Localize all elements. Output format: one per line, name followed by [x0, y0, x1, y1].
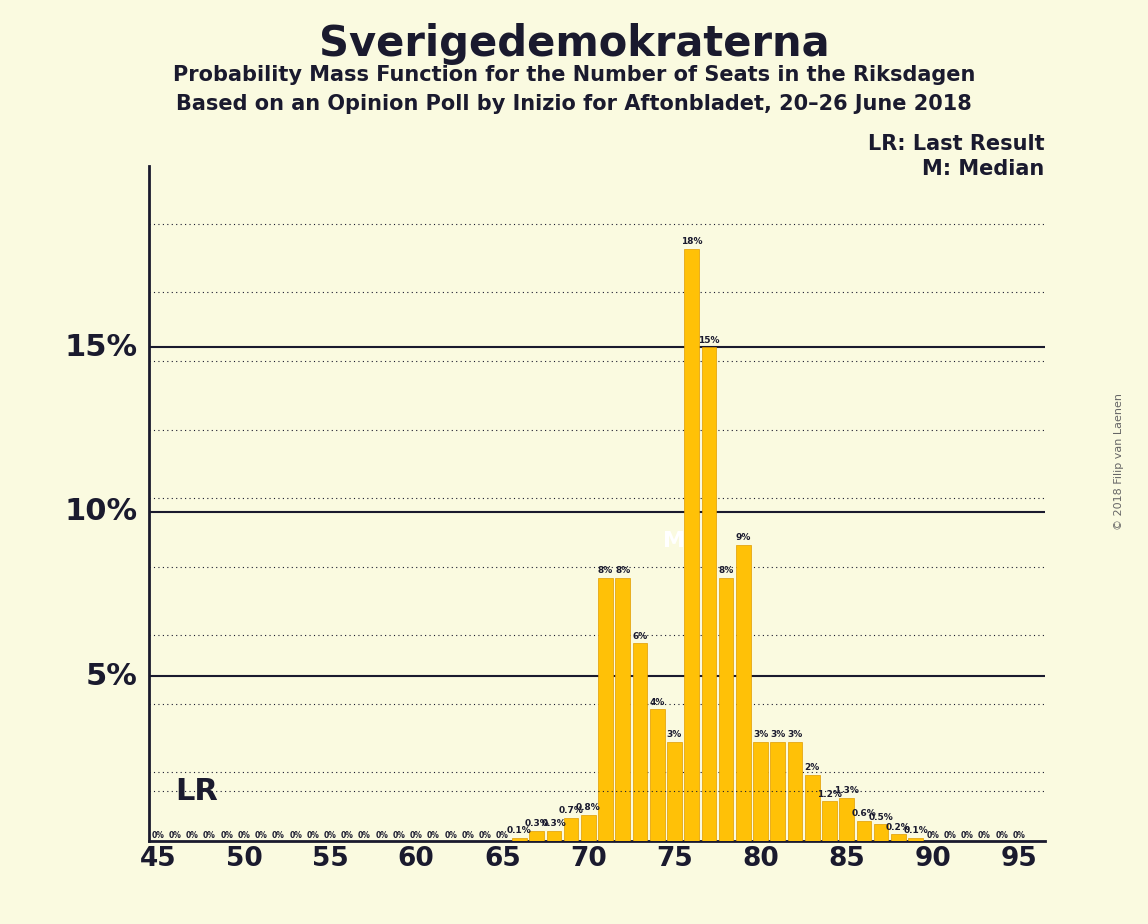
Text: 0%: 0% [410, 831, 422, 840]
Text: 0%: 0% [203, 831, 216, 840]
Text: 0.3%: 0.3% [525, 820, 549, 828]
Bar [736, 545, 751, 841]
Text: 5%: 5% [86, 662, 138, 691]
Text: 0%: 0% [324, 831, 336, 840]
Bar [908, 837, 923, 841]
Text: 0%: 0% [255, 831, 267, 840]
Bar [753, 742, 768, 841]
Text: 0%: 0% [1013, 831, 1025, 840]
Text: 0%: 0% [272, 831, 285, 840]
Text: 3%: 3% [788, 731, 802, 739]
Bar [581, 815, 596, 841]
Text: 0%: 0% [961, 831, 974, 840]
Text: 9%: 9% [736, 533, 751, 542]
Bar [805, 775, 820, 841]
Text: 15%: 15% [64, 333, 138, 362]
Text: 0%: 0% [978, 831, 991, 840]
Text: 0.3%: 0.3% [542, 820, 566, 828]
Text: 0%: 0% [375, 831, 388, 840]
Text: 3%: 3% [770, 731, 785, 739]
Text: 0%: 0% [152, 831, 164, 840]
Bar [598, 578, 613, 841]
Bar [650, 710, 665, 841]
Text: M: Median: M: Median [923, 159, 1045, 179]
Text: 18%: 18% [681, 237, 703, 246]
Text: 0.8%: 0.8% [576, 803, 600, 812]
Bar [529, 831, 544, 841]
Text: 8%: 8% [598, 566, 613, 575]
Text: Probability Mass Function for the Number of Seats in the Riksdagen: Probability Mass Function for the Number… [173, 65, 975, 85]
Text: LR: Last Result: LR: Last Result [868, 134, 1045, 154]
Text: LR: LR [176, 777, 218, 806]
Bar [839, 798, 854, 841]
Text: 0%: 0% [995, 831, 1008, 840]
Bar [719, 578, 734, 841]
Text: 0.5%: 0.5% [869, 813, 893, 821]
Bar [822, 801, 837, 841]
Bar [856, 821, 871, 841]
Text: 4%: 4% [650, 698, 665, 707]
Text: 0%: 0% [393, 831, 405, 840]
Text: 0%: 0% [220, 831, 233, 840]
Bar [874, 824, 889, 841]
Text: © 2018 Filip van Laenen: © 2018 Filip van Laenen [1115, 394, 1124, 530]
Bar [512, 837, 527, 841]
Text: 1.3%: 1.3% [835, 786, 859, 796]
Text: 0%: 0% [307, 831, 319, 840]
Text: Based on an Opinion Poll by Inizio for Aftonbladet, 20–26 June 2018: Based on an Opinion Poll by Inizio for A… [176, 94, 972, 115]
Text: 0%: 0% [358, 831, 371, 840]
Bar [891, 834, 906, 841]
Text: 10%: 10% [64, 497, 138, 527]
Text: 15%: 15% [698, 335, 720, 345]
Text: M: M [664, 531, 685, 552]
Text: 2%: 2% [805, 763, 820, 772]
Text: 1.2%: 1.2% [817, 790, 841, 798]
Text: 0%: 0% [169, 831, 181, 840]
Text: 0%: 0% [444, 831, 457, 840]
Bar [667, 742, 682, 841]
Text: 0%: 0% [944, 831, 956, 840]
Text: 0%: 0% [186, 831, 199, 840]
Bar [701, 347, 716, 841]
Bar [615, 578, 630, 841]
Text: 3%: 3% [753, 731, 768, 739]
Text: 0%: 0% [926, 831, 939, 840]
Text: Sverigedemokraterna: Sverigedemokraterna [319, 23, 829, 65]
Bar [546, 831, 561, 841]
Text: 6%: 6% [633, 632, 647, 640]
Bar [633, 643, 647, 841]
Text: 0.2%: 0.2% [886, 822, 910, 832]
Text: 0%: 0% [341, 831, 354, 840]
Bar [684, 249, 699, 841]
Text: 0.1%: 0.1% [507, 826, 532, 835]
Text: 3%: 3% [667, 731, 682, 739]
Text: 8%: 8% [615, 566, 630, 575]
Text: 0%: 0% [238, 831, 250, 840]
Text: 8%: 8% [719, 566, 734, 575]
Text: 0%: 0% [479, 831, 491, 840]
Bar [564, 818, 579, 841]
Bar [788, 742, 802, 841]
Text: 0%: 0% [461, 831, 474, 840]
Text: 0.1%: 0.1% [903, 826, 928, 835]
Text: 0%: 0% [289, 831, 302, 840]
Text: 0.7%: 0.7% [559, 806, 583, 815]
Bar [770, 742, 785, 841]
Text: 0%: 0% [496, 831, 509, 840]
Text: 0%: 0% [427, 831, 440, 840]
Text: 0.6%: 0.6% [852, 809, 876, 819]
